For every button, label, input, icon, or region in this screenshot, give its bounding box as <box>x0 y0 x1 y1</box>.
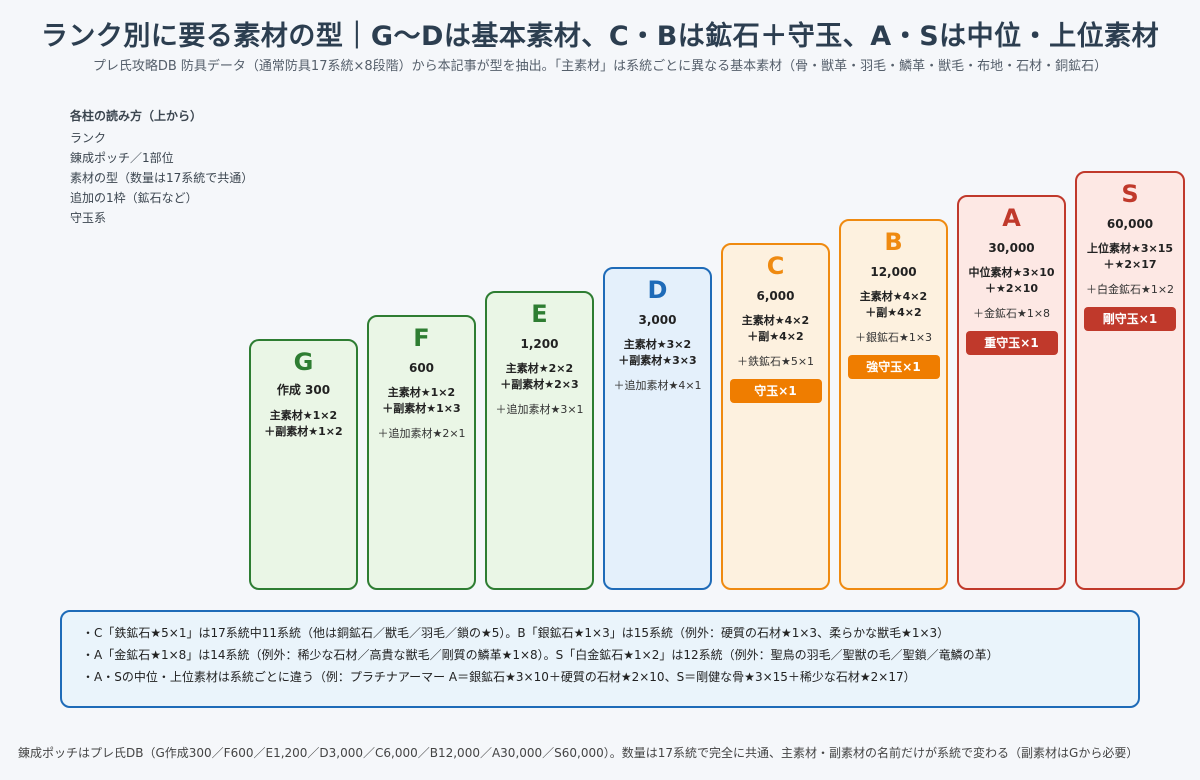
extra-material: ＋白金鉱石★1×2 <box>1085 283 1175 296</box>
main-material: 主素材★1×2 <box>387 386 456 399</box>
main-material: 上位素材★3×15 <box>1086 242 1174 255</box>
main-material: 主素材★1×2 <box>269 409 338 422</box>
main-material: 主素材★2×2 <box>505 362 574 375</box>
legend-item: 錬成ポッチ／1部位 <box>70 151 174 165</box>
pot-cost: 30,000 <box>988 241 1035 255</box>
sub-material: ＋★2×10 <box>984 282 1039 295</box>
footer-source-note: 錬成ポッチはプレ氏DB（G作成300／F600／E1,200／D3,000／C6… <box>18 746 1139 760</box>
pot-cost: 6,000 <box>756 289 795 303</box>
rank-label: F <box>413 324 430 352</box>
extra-material: ＋鉄鉱石★5×1 <box>736 355 815 368</box>
sub-material: ＋副素材★1×3 <box>382 402 461 415</box>
rank-column-a: A 30,000 中位素材★3×10 ＋★2×10 ＋金鉱石★1×8 重守玉×1 <box>957 195 1066 590</box>
rank-column-e: E 1,200 主素材★2×2 ＋副素材★2×3 ＋追加素材★3×1 <box>485 291 594 590</box>
legend-item: ランク <box>70 131 107 145</box>
note-line: ・A・Sの中位・上位素材は系統ごとに違う（例：プラチナアーマー A＝銀鉱石★3×… <box>82 670 916 684</box>
extra-material: ＋追加素材★4×1 <box>613 379 702 392</box>
rank-column-d: D 3,000 主素材★3×2 ＋副素材★3×3 ＋追加素材★4×1 <box>603 267 712 590</box>
rank-column-f: F 600 主素材★1×2 ＋副素材★1×3 ＋追加素材★2×1 <box>367 315 476 590</box>
rank-label: A <box>1002 204 1021 232</box>
notes-box: ・C「鉄鉱石★5×1」は17系統中11系統（他は銅鉱石／獣毛／羽毛／鎖の★5）。… <box>60 610 1140 708</box>
main-material: 主素材★3×2 <box>623 338 692 351</box>
material-pattern: 中位素材★3×10 ＋★2×10 <box>959 265 1064 297</box>
rank-label: E <box>531 300 548 328</box>
sub-material: ＋副★4×2 <box>865 306 922 319</box>
sub-material: ＋副★4×2 <box>747 330 804 343</box>
main-material: 主素材★4×2 <box>741 314 810 327</box>
sub-material: ＋副素材★1×2 <box>264 425 343 438</box>
protection-gem-badge: 重守玉×1 <box>965 331 1058 355</box>
pot-cost: 3,000 <box>638 313 677 327</box>
protection-gem-badge: 剛守玉×1 <box>1084 307 1176 331</box>
rank-label: S <box>1121 180 1139 208</box>
page-title: ランク別に要る素材の型｜G〜Dは基本素材、C・Bは鉱石＋守玉、A・Sは中位・上位… <box>40 21 1160 52</box>
material-pattern: 主素材★1×2 ＋副素材★1×2 <box>251 408 356 440</box>
rank-column-b: B 12,000 主素材★4×2 ＋副★4×2 ＋銀鉱石★1×3 強守玉×1 <box>839 219 948 590</box>
reading-legend: 各柱の読み方（上から） ランク 錬成ポッチ／1部位 素材の型（数量は17系統で共… <box>70 107 253 228</box>
rank-column-g: G 作成 300 主素材★1×2 ＋副素材★1×2 <box>249 339 358 590</box>
pot-cost: 1,200 <box>520 337 559 351</box>
legend-title: 各柱の読み方（上から） <box>70 109 203 123</box>
pot-cost: 12,000 <box>870 265 917 279</box>
pot-cost: 60,000 <box>1106 217 1154 231</box>
pot-cost: 600 <box>408 361 435 375</box>
material-pattern: 主素材★4×2 ＋副★4×2 <box>841 289 946 321</box>
rank-label: D <box>647 276 668 304</box>
material-pattern: 主素材★2×2 ＋副素材★2×3 <box>487 361 592 393</box>
protection-gem-badge: 守玉×1 <box>729 379 822 403</box>
rank-column-c: C 6,000 主素材★4×2 ＋副★4×2 ＋鉄鉱石★5×1 守玉×1 <box>721 243 830 590</box>
pot-cost: 作成 300 <box>276 383 331 397</box>
rank-label: B <box>884 228 903 256</box>
main-material: 主素材★4×2 <box>859 290 928 303</box>
rank-label: C <box>766 252 785 280</box>
note-line: ・C「鉄鉱石★5×1」は17系統中11系統（他は銅鉱石／獣毛／羽毛／鎖の★5）。… <box>82 626 950 640</box>
extra-material: ＋銀鉱石★1×3 <box>854 331 933 344</box>
note-line: ・A「金鉱石★1×8」は14系統（例外：稀少な石材／高貴な獣毛／剛質の鱗革★1×… <box>82 648 999 662</box>
extra-material: ＋金鉱石★1×8 <box>972 307 1051 320</box>
sub-material: ＋★2×17 <box>1103 258 1157 271</box>
extra-material: ＋追加素材★2×1 <box>377 427 466 440</box>
legend-item: 素材の型（数量は17系統で共通） <box>70 171 254 185</box>
sub-material: ＋副素材★3×3 <box>618 354 697 367</box>
legend-item: 守玉系 <box>70 211 107 225</box>
material-pattern: 主素材★1×2 ＋副素材★1×3 <box>369 385 474 417</box>
material-pattern: 主素材★4×2 ＋副★4×2 <box>723 313 828 345</box>
rank-label: G <box>293 348 314 376</box>
sub-material: ＋副素材★2×3 <box>500 378 579 391</box>
protection-gem-badge: 強守玉×1 <box>847 355 940 379</box>
page-subtitle: プレ氏攻略DB 防具データ（通常防具17系統×8段階）から本記事が型を抽出。「主… <box>92 59 1108 74</box>
rank-column-s: S 60,000 上位素材★3×15 ＋★2×17 ＋白金鉱石★1×2 剛守玉×… <box>1075 171 1185 590</box>
material-pattern: 上位素材★3×15 ＋★2×17 <box>1077 241 1183 273</box>
legend-item: 追加の1枠（鉱石など） <box>70 191 198 205</box>
main-material: 中位素材★3×10 <box>968 266 1055 279</box>
extra-material: ＋追加素材★3×1 <box>495 403 584 416</box>
material-pattern: 主素材★3×2 ＋副素材★3×3 <box>605 337 710 369</box>
